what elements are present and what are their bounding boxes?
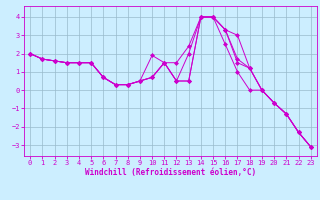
X-axis label: Windchill (Refroidissement éolien,°C): Windchill (Refroidissement éolien,°C) — [85, 168, 256, 177]
